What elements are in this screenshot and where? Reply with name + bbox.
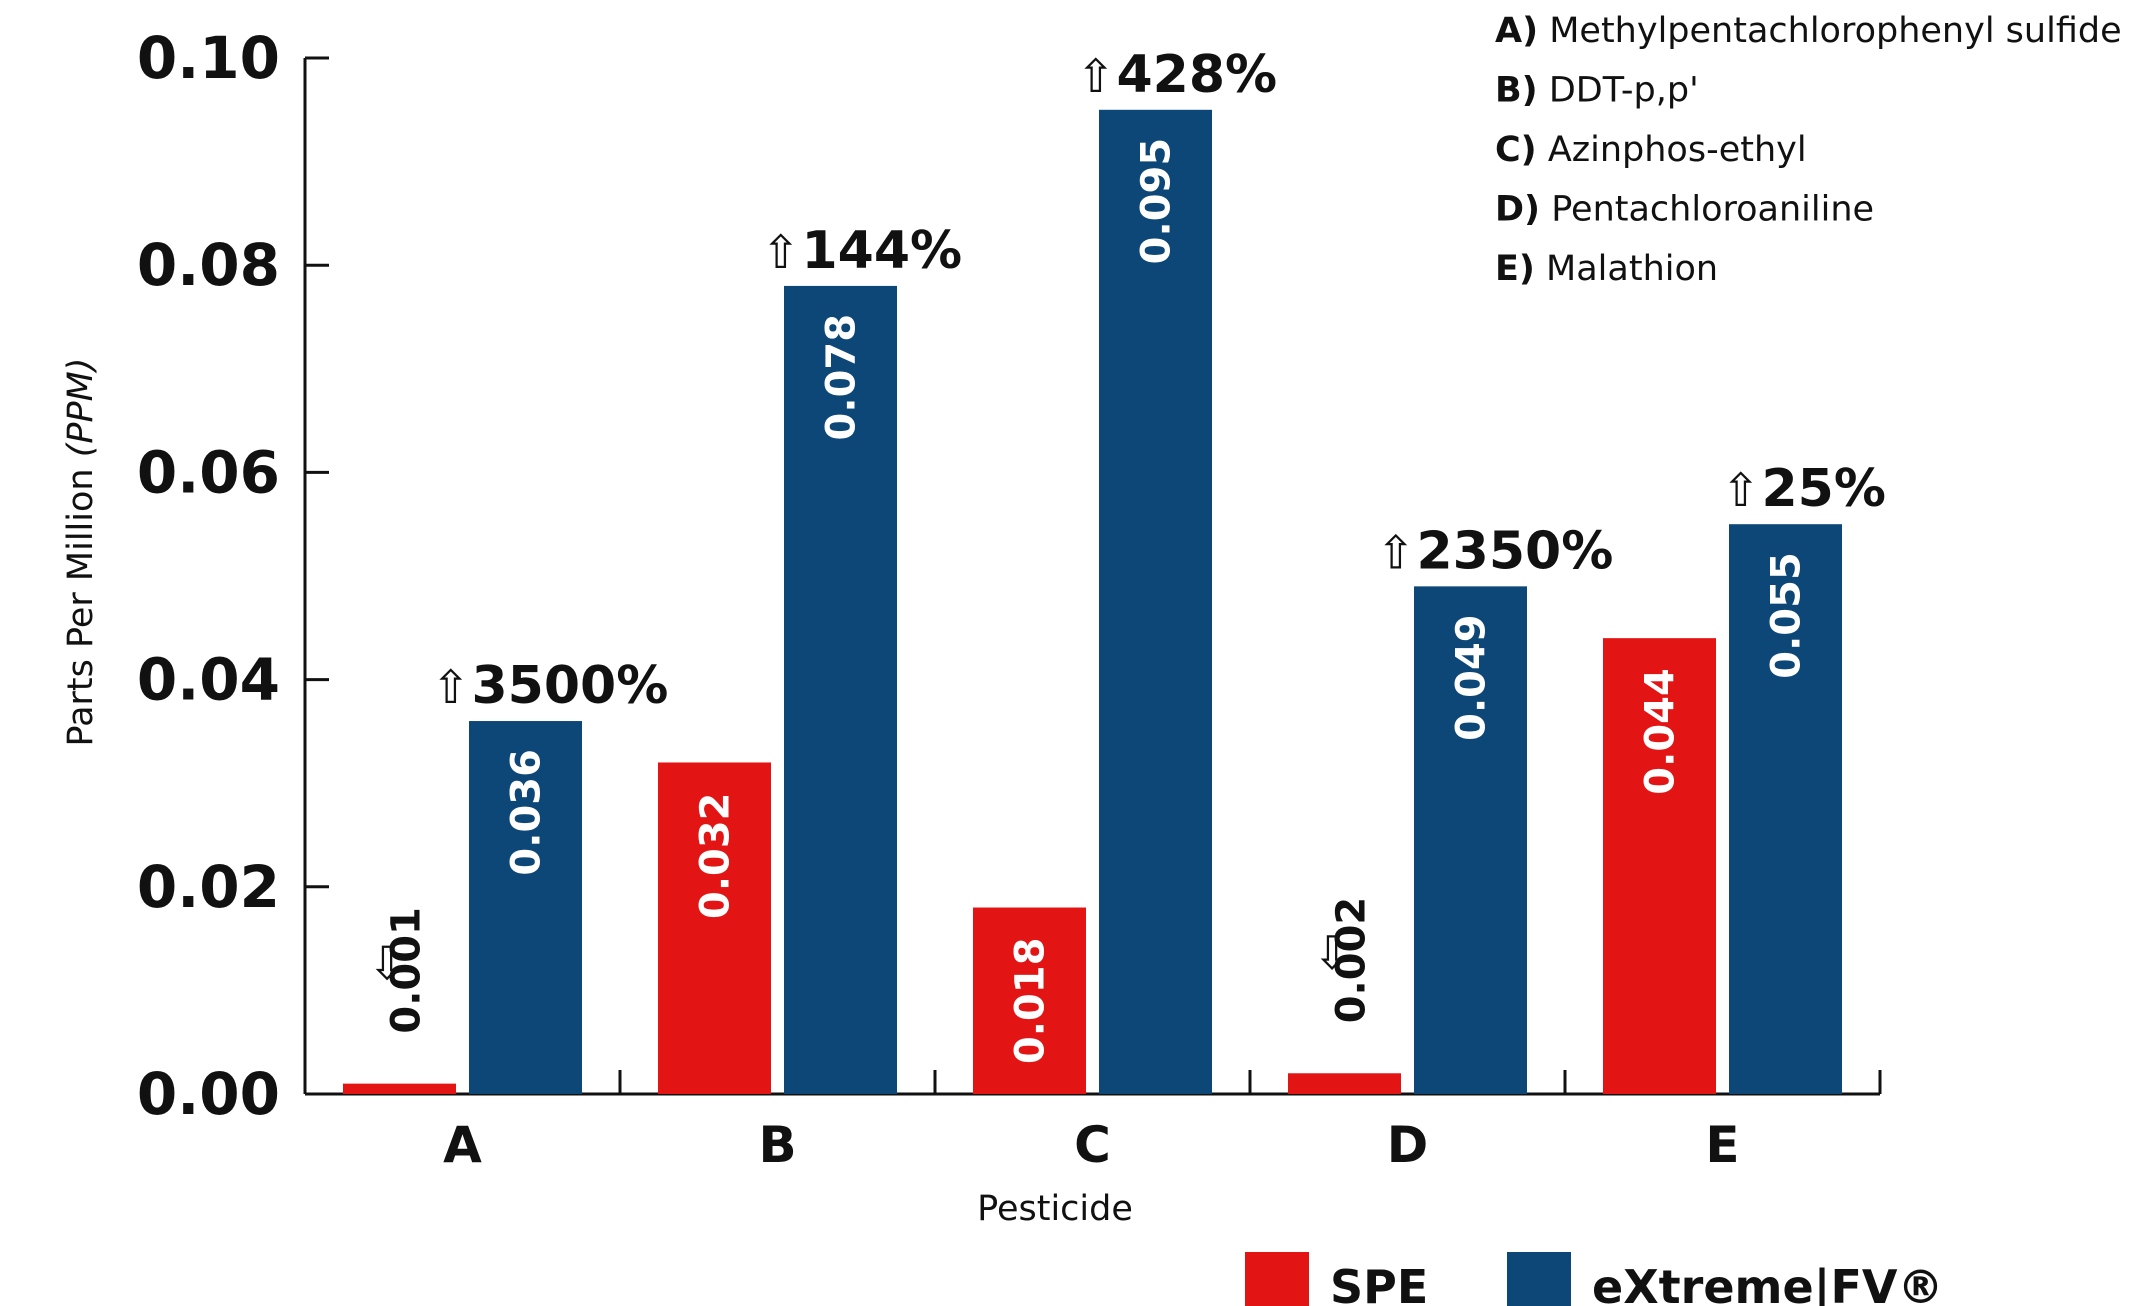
extreme-fv-value-label: 0.078 [819, 314, 865, 441]
extreme-fv-value-label: 0.049 [1449, 614, 1495, 741]
increase-label: 144% [802, 221, 963, 281]
spe-bar [1288, 1073, 1401, 1094]
category-label: B [758, 1116, 796, 1174]
down-arrow-icon: ⇦ [1304, 933, 1358, 972]
y-tick-label: 0.02 [137, 853, 280, 921]
up-arrow-icon: ⇧ [1377, 525, 1416, 579]
increase-label: 2350% [1417, 521, 1614, 581]
extreme-fv-bar [784, 285, 897, 1094]
y-axis-title: Parts Per Million (PPM) [61, 358, 101, 747]
spe-value-label: 0.044 [1638, 668, 1684, 795]
key-entry: A) Methylpentachlorophenyl sulfide [1495, 11, 2122, 51]
key-entry: B) DDT-p,p' [1495, 71, 1699, 111]
spe-bar [973, 907, 1086, 1094]
key-letter: A) [1495, 11, 1538, 51]
legend-label-extreme-fv: eXtreme|FV® [1592, 1260, 1944, 1306]
legend-swatch-spe [1245, 1252, 1309, 1306]
annotations: ⇦0.001⇧ 3500%⇧ 144%⇧ 428%⇦0.002⇧ 2350%⇧ 25% [359, 45, 1886, 1034]
key-name: Pentachloroaniline [1540, 190, 1874, 230]
key-name: Malathion [1535, 249, 1718, 289]
extreme-fv-bar [1414, 586, 1527, 1094]
key-entry: D) Pentachloroaniline [1495, 190, 1874, 230]
key-entry: E) Malathion [1495, 249, 1718, 289]
y-tick-label: 0.08 [137, 231, 280, 299]
extreme-fv-value-label: 0.036 [504, 749, 550, 876]
spe-value-label: 0.032 [693, 792, 739, 919]
y-tick-label: 0.04 [137, 646, 280, 714]
category-label: E [1705, 1116, 1739, 1174]
extreme-fv-value-label: 0.095 [1134, 138, 1180, 265]
down-arrow-icon: ⇦ [359, 943, 413, 982]
extreme-fv-bar [469, 721, 582, 1094]
category-label: D [1387, 1116, 1429, 1174]
key-name: Methylpentachlorophenyl sulfide [1538, 11, 2122, 51]
y-axis-title-unit: (PPM) [61, 358, 101, 458]
increase-label: 3500% [472, 656, 669, 716]
legend-swatch-extreme-fv [1507, 1252, 1571, 1306]
key-name: DDT-p,p' [1538, 71, 1699, 111]
key-name: Azinphos-ethyl [1537, 130, 1807, 170]
spe-value-label: 0.002 [1329, 897, 1375, 1024]
bars: 0.036 0.032 0.078 0.018 0.095 0.049 0.044 0.055 [343, 109, 1842, 1095]
x-axis-title: Pesticide [977, 1189, 1133, 1229]
up-arrow-icon: ⇧ [1077, 49, 1116, 103]
key-letter: C) [1495, 130, 1537, 170]
y-tick-label: 0.06 [137, 438, 280, 506]
extreme-fv-bar [1099, 109, 1212, 1095]
extreme-fv-bar [1729, 524, 1842, 1094]
series-legend: SPE eXtreme|FV® [1245, 1252, 1944, 1306]
spe-bar [1603, 638, 1716, 1094]
spe-value-label: 0.001 [384, 907, 430, 1034]
spe-bar [658, 762, 771, 1094]
y-tick-label: 0.00 [137, 1060, 280, 1128]
key-entry: C) Azinphos-ethyl [1495, 130, 1807, 170]
key-letter: E) [1495, 249, 1535, 289]
up-arrow-icon: ⇧ [762, 225, 801, 279]
key-letter: D) [1495, 190, 1540, 230]
up-arrow-icon: ⇧ [432, 660, 471, 714]
key-letter: B) [1495, 71, 1538, 111]
increase-label: 25% [1762, 459, 1886, 519]
axes: 0.00 0.02 0.04 0.06 0.08 0.10 A B C D E [137, 24, 1882, 1174]
y-tick-label: 0.10 [137, 24, 280, 92]
y-axis-title-text: Parts Per Million [61, 468, 101, 746]
increase-label: 428% [1117, 45, 1278, 105]
legend-label-spe: SPE [1330, 1260, 1428, 1306]
up-arrow-icon: ⇧ [1722, 463, 1761, 517]
extreme-fv-value-label: 0.055 [1764, 552, 1810, 679]
category-label: A [443, 1116, 482, 1174]
category-label: C [1074, 1116, 1111, 1174]
spe-value-label: 0.018 [1008, 938, 1054, 1065]
spe-bar [343, 1083, 456, 1094]
